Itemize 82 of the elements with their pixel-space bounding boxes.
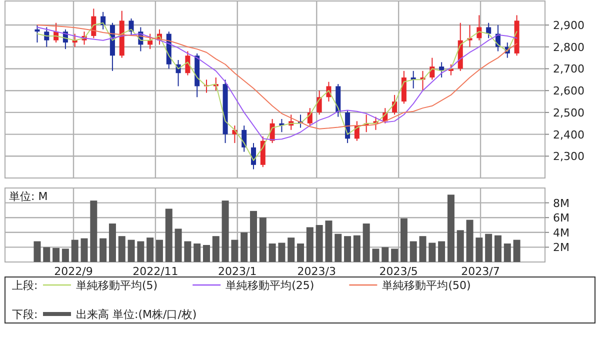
candlestick (476, 14, 482, 41)
y-tick-label: 2,600 (553, 84, 584, 98)
bar (419, 236, 426, 262)
candlestick (185, 50, 190, 76)
candlestick (128, 18, 134, 36)
y-tick-label: 4M (553, 226, 570, 240)
bar (353, 235, 360, 262)
bar (137, 241, 144, 262)
bar (513, 240, 520, 262)
x-tick-label: 2023/1 (218, 265, 257, 278)
candlestick (486, 22, 492, 39)
bar (268, 244, 276, 262)
x-tick-label: 2023/5 (379, 265, 418, 278)
bar (447, 194, 454, 262)
bar (362, 224, 370, 262)
bar (325, 220, 332, 262)
bar (165, 208, 172, 262)
bar (156, 240, 163, 262)
bar (71, 240, 78, 262)
candlestick (44, 26, 50, 48)
bar (428, 242, 436, 262)
bar (174, 228, 182, 262)
legend-label: 単純移動平均(5) (76, 279, 158, 292)
bar (90, 200, 98, 262)
candlestick (34, 24, 40, 44)
y-tick-label: 2,900 (553, 19, 584, 32)
bar (52, 248, 60, 262)
bar (128, 240, 135, 262)
bar (344, 236, 352, 262)
y-tick-label: 2,700 (553, 62, 584, 76)
bar (382, 247, 389, 262)
bar (212, 236, 220, 262)
bar (334, 234, 342, 262)
bar (372, 248, 380, 262)
bar (485, 234, 492, 262)
x-tick-label: 2022/9 (54, 265, 93, 278)
bar (391, 248, 398, 262)
bar (438, 241, 446, 262)
bar (202, 244, 210, 262)
bar (259, 218, 266, 262)
bar (146, 238, 154, 262)
legend-label: 単純移動平均(50) (382, 279, 471, 292)
bar (231, 240, 238, 262)
bar (306, 227, 314, 262)
bar (43, 247, 50, 262)
bar (80, 238, 88, 262)
bar (62, 248, 69, 262)
x-tick-label: 2022/11 (132, 265, 178, 278)
y-tick-label: 2,300 (553, 150, 584, 164)
bar (400, 218, 408, 262)
bar (316, 225, 323, 262)
legend-title: 下段: (12, 308, 38, 321)
y-tick-label: 8M (553, 196, 570, 210)
bar (466, 220, 474, 262)
bar (278, 242, 286, 262)
bar (118, 236, 126, 262)
y-tick-label: 2,800 (553, 40, 584, 54)
x-tick-label: 2023/7 (461, 265, 500, 278)
bar (108, 224, 116, 262)
bar (240, 232, 248, 262)
bar (34, 241, 41, 262)
y-tick-label: 6M (553, 212, 570, 225)
y-tick-label: 2,400 (553, 128, 584, 142)
legend-label: 単純移動平均(25) (226, 279, 314, 292)
y-tick-label: 2M (553, 241, 570, 254)
bar (250, 210, 258, 262)
annotation: 単位: M (9, 190, 48, 203)
legend-title: 上段: (12, 279, 38, 292)
bar (476, 238, 483, 262)
bar (504, 244, 511, 262)
bar (288, 238, 295, 262)
bar (494, 235, 502, 262)
bar (194, 244, 201, 262)
bar (222, 200, 229, 262)
bar (184, 241, 192, 262)
bar (100, 238, 107, 262)
y-tick-label: 2,500 (553, 106, 584, 120)
bar (456, 230, 464, 262)
bar (410, 241, 417, 262)
x-tick-label: 2023/3 (297, 265, 336, 278)
bar (297, 244, 304, 262)
legend-label: 出来高 単位:(M株/口/枚) (76, 308, 197, 321)
